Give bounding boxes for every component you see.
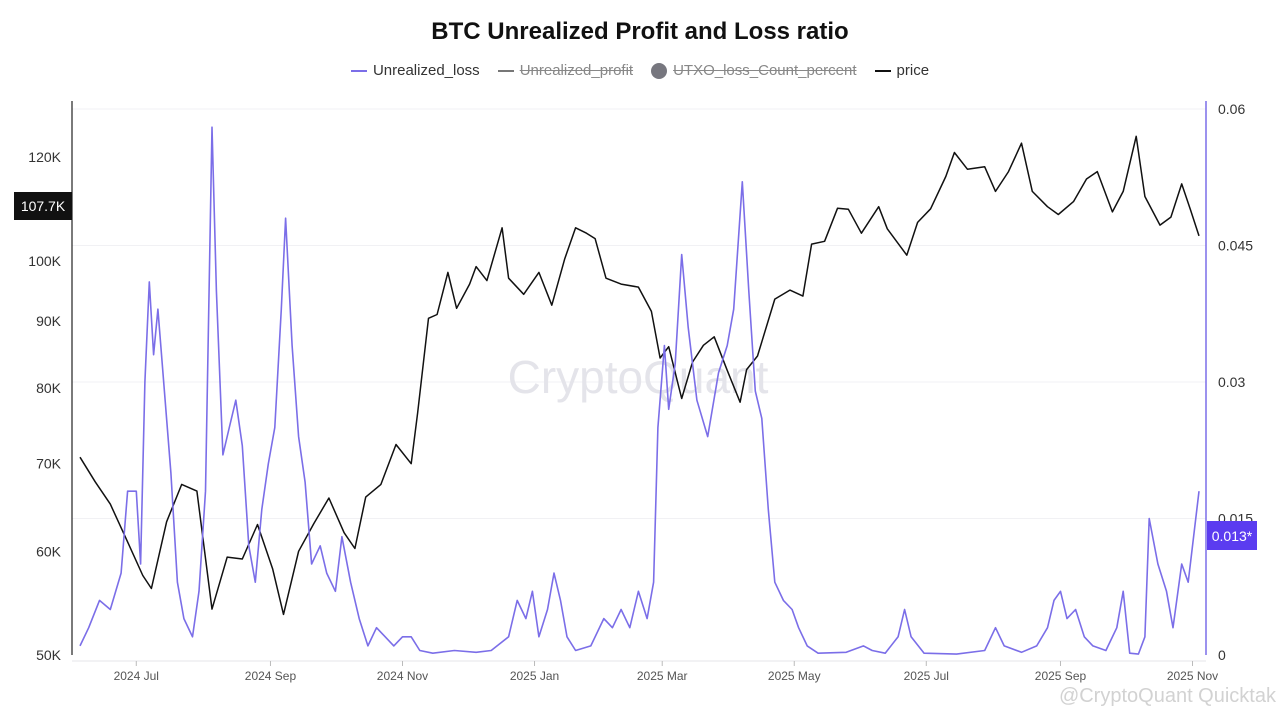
x-tick-label: 2024 Sep (245, 669, 297, 683)
y-left-tick-label: 60K (36, 543, 62, 559)
legend-swatch (497, 69, 514, 72)
legend-item-price[interactable]: price (874, 62, 930, 79)
y-left-tick-label: 90K (36, 313, 62, 329)
legend-swatch (350, 69, 367, 72)
last-price-label: 107.7K (21, 198, 66, 214)
legend: Unrealized_loss Unrealized_profit UTXO_los… (0, 62, 1280, 79)
y-left-tick-label: 80K (36, 380, 62, 396)
x-tick-label: 2025 Jan (510, 669, 559, 683)
last-price-flag: 107.7K (14, 192, 72, 220)
y-right-tick-label: 0.045 (1218, 238, 1253, 254)
legend-item-unrealized-loss[interactable]: Unrealized_loss (350, 62, 480, 79)
series-layer (79, 126, 1200, 655)
y-right-tick-label: 0.03 (1218, 374, 1245, 390)
x-tick-label: 2025 Jul (904, 669, 949, 683)
x-tick-label: 2025 May (768, 669, 821, 683)
y-left-tick-label: 50K (36, 647, 62, 663)
x-tick-label: 2024 Jul (114, 669, 159, 683)
value-flags: 107.7K 0.013* (14, 192, 1257, 550)
x-tick-label: 2024 Nov (377, 669, 428, 683)
y-right-tick-label: 0 (1218, 647, 1226, 663)
legend-label: UTXO_loss_Count_percent (673, 62, 857, 79)
x-tick-label: 2025 Mar (637, 669, 688, 683)
x-tick-label: 2025 Sep (1035, 669, 1087, 683)
watermark: CryptoQuant (508, 351, 769, 403)
chart-title: BTC Unrealized Profit and Loss ratio (431, 18, 849, 45)
legend-label: Unrealized_loss (372, 62, 480, 79)
axes: 50K60K70K80K90K100K120K00.0150.030.0450.… (28, 101, 1253, 683)
legend-item-unrealized-profit[interactable]: Unrealized_profit (497, 62, 634, 79)
last-loss-label: 0.013* (1212, 528, 1253, 544)
last-loss-flag: 0.013* (1207, 521, 1257, 550)
legend-item-utxo-loss-count-percent[interactable]: UTXO_loss_Count_percent (651, 62, 857, 79)
series-line-unrealized-loss (79, 126, 1200, 655)
y-right-tick-label: 0.06 (1218, 101, 1245, 117)
x-tick-label: 2025 Nov (1167, 669, 1218, 683)
y-left-tick-label: 70K (36, 456, 62, 472)
legend-label: Unrealized_profit (519, 62, 634, 79)
legend-label: price (896, 62, 930, 79)
legend-swatch (874, 69, 891, 72)
series-line-price (79, 135, 1200, 616)
grid-lines (72, 108, 1206, 519)
y-left-tick-label: 120K (28, 149, 61, 165)
legend-swatch (651, 62, 668, 79)
y-left-tick-label: 100K (28, 253, 61, 269)
credit-text: @CryptoQuant Quicktak (1059, 685, 1277, 707)
